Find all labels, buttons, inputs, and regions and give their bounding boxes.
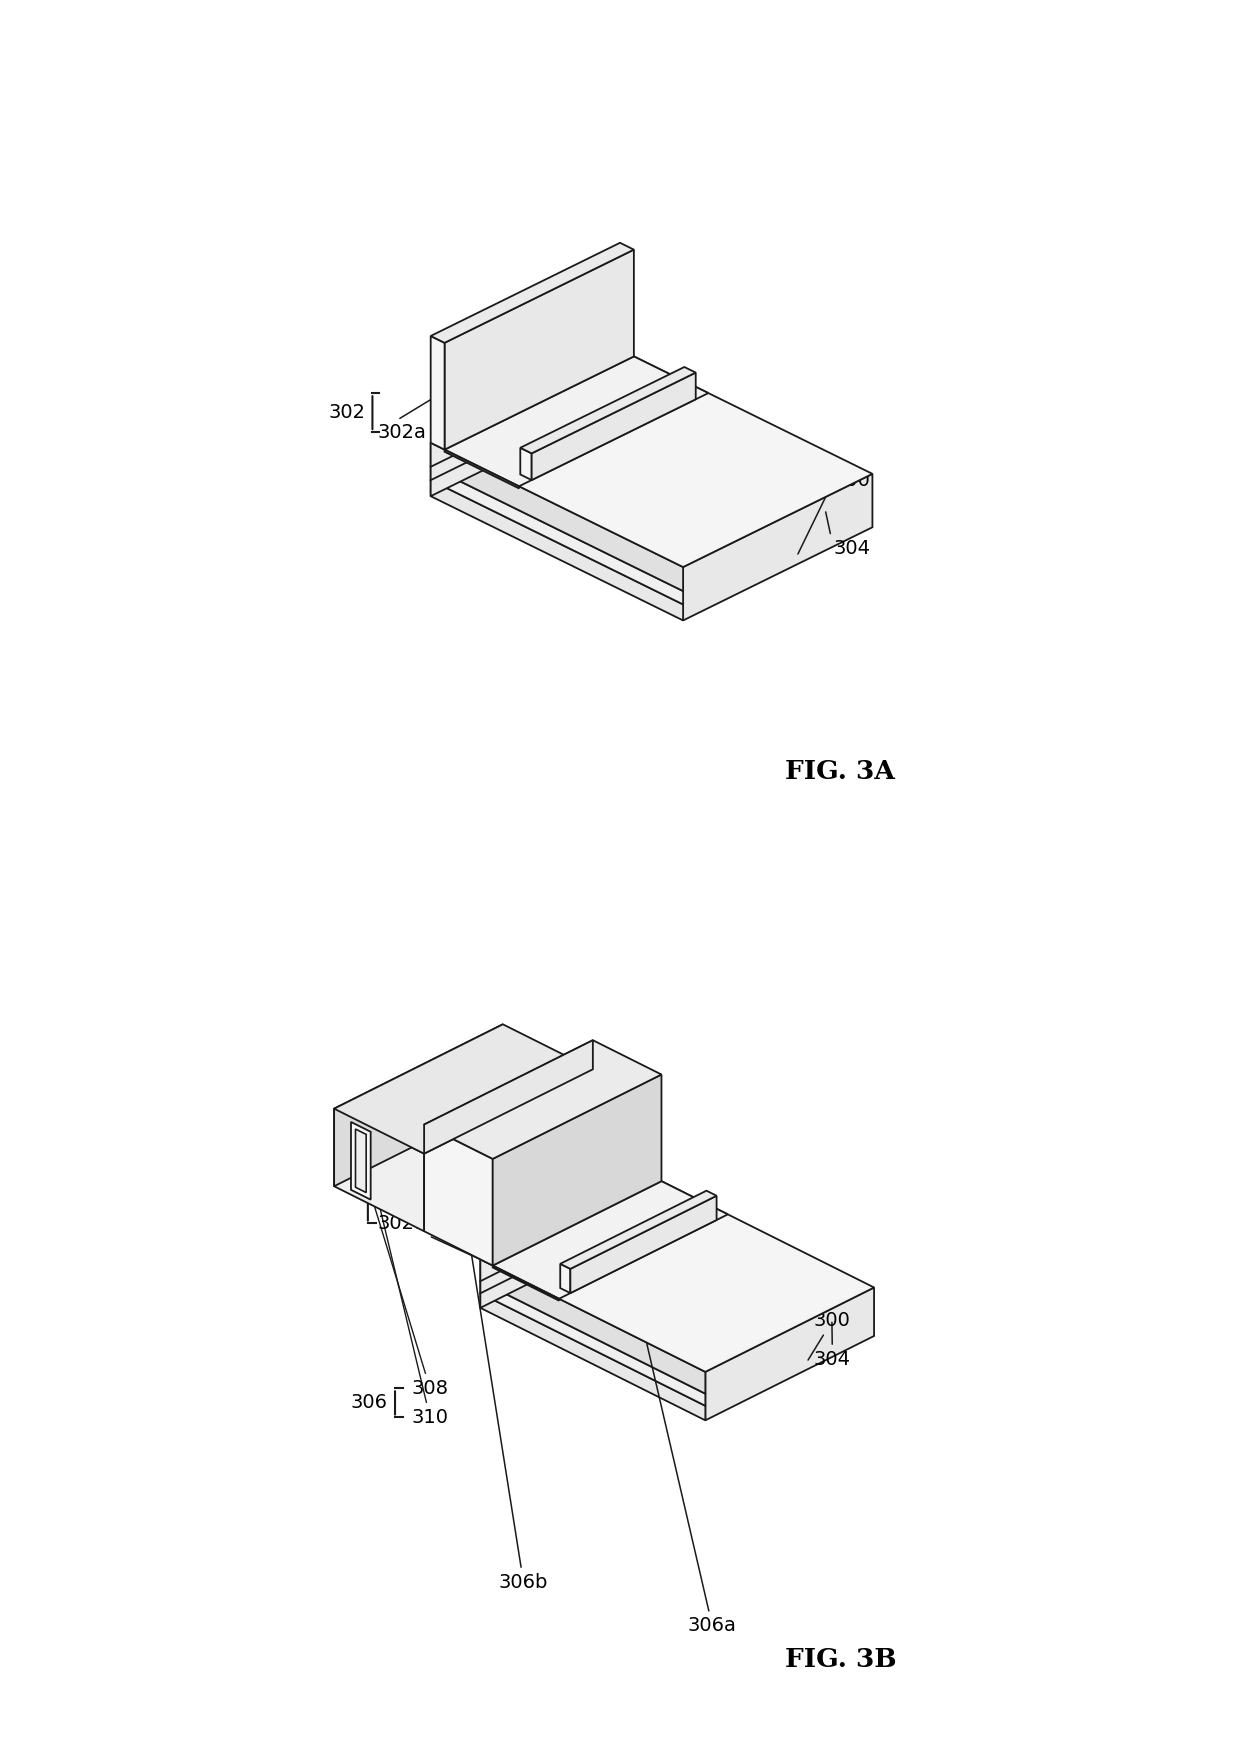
Text: 310: 310 [361, 1130, 449, 1427]
Polygon shape [706, 1288, 874, 1420]
Text: FIG. 3B: FIG. 3B [785, 1648, 897, 1673]
Polygon shape [424, 1041, 593, 1153]
Polygon shape [445, 449, 520, 488]
Polygon shape [560, 1264, 570, 1293]
Text: 302b: 302b [430, 384, 498, 439]
Text: 302c: 302c [523, 316, 575, 465]
Polygon shape [430, 349, 620, 497]
Polygon shape [492, 1074, 661, 1265]
Polygon shape [424, 1125, 492, 1265]
Polygon shape [430, 481, 683, 621]
Text: 300: 300 [808, 1311, 851, 1360]
Polygon shape [430, 467, 683, 604]
Polygon shape [492, 1265, 559, 1300]
Polygon shape [532, 372, 696, 481]
Polygon shape [445, 356, 708, 486]
Polygon shape [492, 1181, 728, 1299]
Polygon shape [356, 1128, 366, 1193]
Text: 302: 302 [329, 404, 366, 423]
Text: FIG. 3A: FIG. 3A [785, 760, 895, 784]
Polygon shape [480, 1293, 706, 1420]
Text: 302b: 302b [427, 1179, 533, 1260]
Text: 302a: 302a [377, 379, 463, 442]
Text: 306b: 306b [445, 1102, 548, 1592]
Polygon shape [430, 242, 634, 342]
Text: 306: 306 [350, 1393, 387, 1413]
Text: 302a: 302a [377, 1214, 506, 1271]
Polygon shape [521, 448, 532, 481]
Polygon shape [480, 1281, 706, 1406]
Polygon shape [560, 1190, 717, 1269]
Polygon shape [430, 349, 873, 567]
Polygon shape [430, 335, 445, 449]
Text: 304: 304 [826, 512, 870, 558]
Polygon shape [334, 1025, 503, 1186]
Text: 306a: 306a [580, 1067, 737, 1636]
Polygon shape [430, 442, 683, 591]
Polygon shape [480, 1260, 706, 1393]
Polygon shape [521, 367, 696, 453]
Polygon shape [445, 249, 634, 449]
Polygon shape [424, 1041, 661, 1158]
Polygon shape [570, 1195, 717, 1293]
Polygon shape [351, 1121, 371, 1200]
Polygon shape [683, 474, 873, 621]
Polygon shape [480, 1176, 649, 1307]
Polygon shape [334, 1025, 593, 1153]
Polygon shape [480, 1176, 874, 1372]
Text: 302c: 302c [523, 1116, 570, 1278]
Polygon shape [334, 1109, 424, 1232]
Text: 300: 300 [797, 470, 870, 555]
Text: 304: 304 [813, 1322, 851, 1369]
Text: 308: 308 [361, 1164, 449, 1397]
